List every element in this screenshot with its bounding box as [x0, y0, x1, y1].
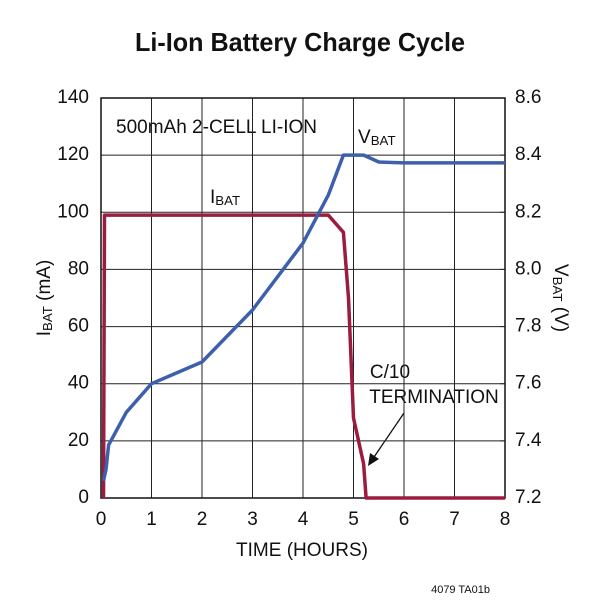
- y-tick-label: 140: [57, 87, 89, 108]
- y2-tick-label: 7.4: [515, 430, 542, 451]
- y2-tick-label: 7.2: [515, 487, 541, 508]
- y-tick-label: 100: [57, 201, 89, 222]
- x-tick-label: 4: [298, 509, 309, 530]
- x-tick-label: 5: [348, 509, 359, 530]
- x-tick-label: 7: [449, 509, 460, 530]
- y2-tick-label: 8.4: [515, 144, 542, 165]
- series-label: VBAT: [358, 127, 396, 148]
- x-tick-label: 8: [500, 509, 511, 530]
- y-tick-label: 0: [78, 487, 89, 508]
- y-tick-label: 20: [68, 430, 89, 451]
- y2-tick-label: 8.6: [515, 87, 541, 108]
- chart-title: Li-Ion Battery Charge Cycle: [135, 27, 465, 57]
- y2-axis-label: VBAT (V): [550, 264, 571, 332]
- y2-tick-label: 8.0: [515, 258, 541, 279]
- x-tick-label: 3: [247, 509, 258, 530]
- plot-border: [100, 97, 506, 499]
- x-tick-label: 0: [96, 509, 107, 530]
- y-tick-label: 40: [68, 373, 89, 394]
- arrow-head: [368, 453, 379, 466]
- x-axis-label: TIME (HOURS): [236, 540, 368, 561]
- y2-tick-label: 8.2: [515, 201, 541, 222]
- y-tick-label: 60: [68, 316, 89, 337]
- arrow: [371, 412, 405, 461]
- x-tick-label: 1: [146, 509, 157, 530]
- annotation: 500mAh 2-CELL LI-ION: [116, 117, 317, 138]
- footnote: 4079 TA01b: [431, 584, 490, 596]
- annotation: C/10: [370, 362, 410, 383]
- y2-tick-label: 7.6: [515, 373, 541, 394]
- series-line: [101, 153, 505, 482]
- y2-tick-label: 7.8: [515, 316, 541, 337]
- y-axis-label: IBAT (mA): [34, 260, 55, 337]
- x-tick-label: 2: [197, 509, 208, 530]
- x-tick-label: 6: [399, 509, 410, 530]
- series-label: IBAT: [210, 187, 240, 208]
- y-tick-label: 80: [68, 258, 89, 279]
- y-tick-label: 120: [57, 144, 89, 165]
- annotation: TERMINATION: [369, 387, 498, 408]
- series-line: [101, 213, 505, 500]
